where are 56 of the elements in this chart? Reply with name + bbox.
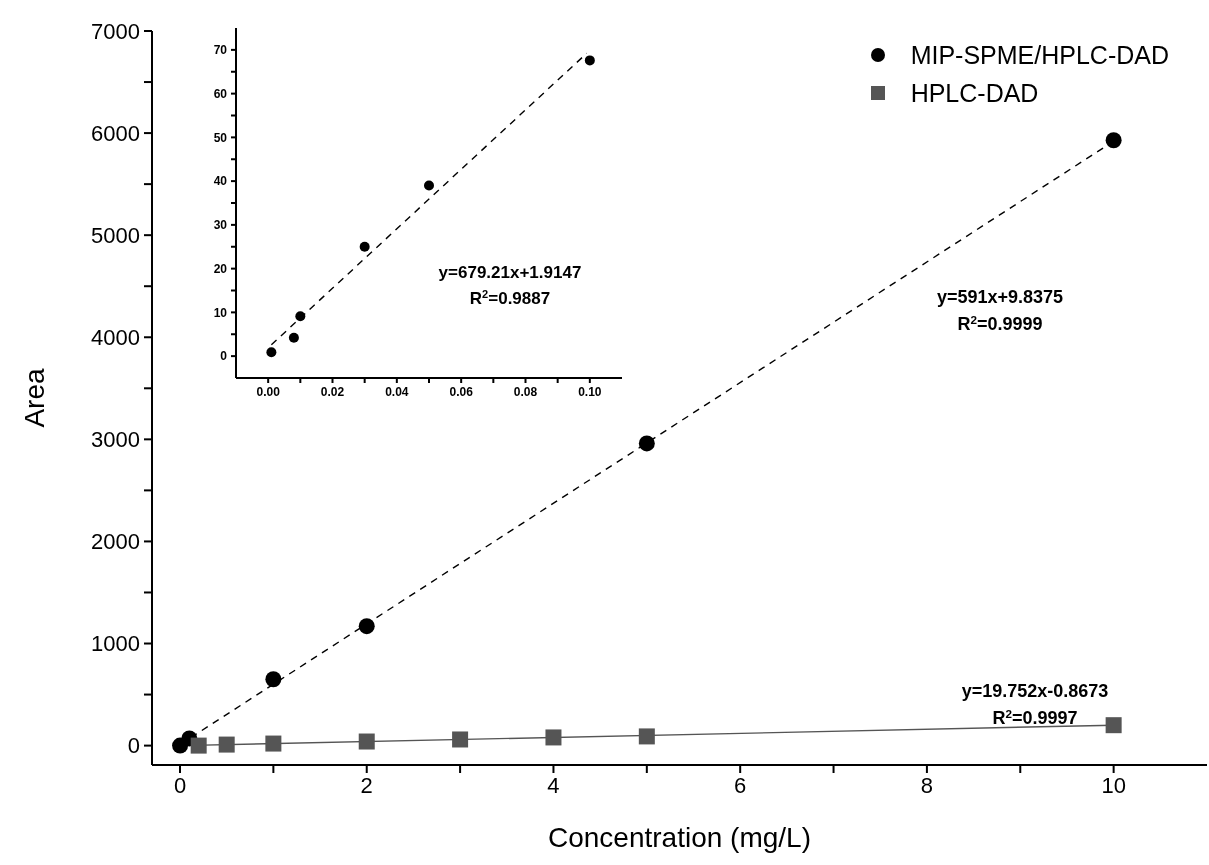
x-tick-label: 2 [360, 772, 373, 798]
point [218, 736, 235, 753]
point [266, 347, 277, 358]
x-tick-label: 0.06 [449, 384, 474, 399]
point [358, 618, 375, 635]
point [1105, 132, 1122, 149]
point [638, 435, 655, 452]
point [288, 332, 299, 343]
x-tick-label: 0.08 [513, 384, 538, 399]
legend-label: MIP-SPME/HPLC-DAD [910, 40, 1169, 70]
point [190, 737, 207, 754]
point [545, 729, 562, 746]
annotation: R$^{2}$=0.9999 [957, 312, 1043, 334]
x-axis-title: Concentration (mg/L) [547, 822, 812, 853]
x-tick-label: 0.00 [256, 384, 281, 399]
x-tick-label: 10 [1101, 772, 1126, 798]
y-tick-label: 30 [213, 218, 228, 233]
x-tick-label: 8 [920, 772, 934, 798]
y-tick-label: 60 [213, 86, 228, 101]
y-tick-label: 0 [127, 733, 140, 759]
y-tick-label: 2000 [91, 529, 140, 555]
point [359, 241, 370, 252]
y-tick-label: 6000 [91, 120, 140, 146]
y-tick-label: 1000 [91, 631, 140, 657]
point [424, 180, 434, 191]
point [358, 733, 375, 750]
y-tick-label: 70 [213, 43, 228, 58]
annotation: y=19.752x-0.8673 [961, 681, 1109, 701]
y-tick-label: 4000 [91, 325, 140, 351]
y-tick-label: 50 [213, 130, 228, 145]
point [584, 55, 595, 66]
x-tick-label: 4 [547, 772, 560, 798]
y-tick-label: 10 [213, 305, 228, 320]
y-tick-label: 5000 [91, 222, 140, 248]
y-tick-label: 40 [213, 174, 228, 189]
x-tick-label: 0.02 [320, 384, 345, 399]
y-tick-label: 3000 [91, 427, 140, 453]
y-axis-title: Area [19, 368, 50, 428]
point [265, 671, 282, 688]
point [638, 728, 655, 745]
x-tick-label: 0.10 [578, 384, 602, 399]
x-tick-label: 0.04 [385, 384, 409, 399]
annotation: y=679.21x+1.9147 [438, 263, 582, 282]
y-tick-label: 20 [213, 261, 228, 276]
annotation: y=591x+9.8375 [936, 287, 1064, 307]
annotation: R$^{2}$=0.9997 [992, 706, 1078, 728]
y-tick-label: 0 [220, 349, 228, 364]
x-tick-label: 6 [734, 772, 747, 798]
annotation: R$^{2}$=0.9887 [469, 288, 551, 308]
x-tick-label: 0 [173, 772, 187, 798]
y-tick-label: 7000 [91, 18, 140, 44]
point [295, 311, 306, 322]
point [452, 731, 469, 748]
point [1105, 717, 1122, 734]
legend-label: HPLC-DAD [910, 78, 1039, 108]
point [265, 735, 282, 752]
